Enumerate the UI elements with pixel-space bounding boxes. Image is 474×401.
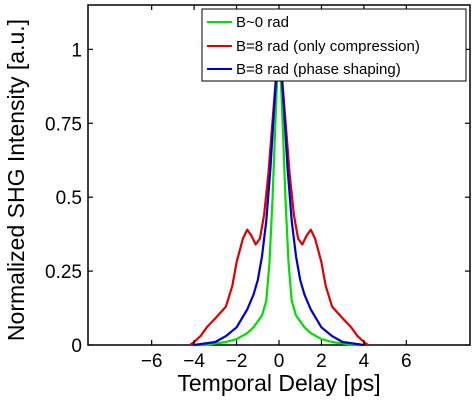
y-axis-label: Normalized SHG Intensity [a.u.] [3, 19, 29, 341]
y-axis-ticks: 0 0.25 0.5 0.75 1 [45, 40, 470, 357]
x-tick-label: −6 [141, 351, 163, 372]
x-tick-label: −2 [226, 351, 248, 372]
legend-box [201, 8, 467, 82]
x-tick-label: 6 [401, 351, 412, 372]
x-axis-label: Temporal Delay [ps] [177, 370, 380, 396]
y-tick-label: 0.75 [45, 114, 82, 135]
y-tick-label: 0.5 [56, 188, 82, 209]
x-tick-label: 0 [274, 351, 285, 372]
y-tick-label: 0 [71, 336, 82, 357]
x-tick-label: −4 [183, 351, 205, 372]
legend: B~0 rad B=8 rad (only compression) B=8 r… [201, 8, 467, 82]
x-tick-label: 4 [359, 351, 370, 372]
x-axis-ticks: −6 −4 −2 0 2 4 6 [141, 5, 412, 372]
y-tick-label: 0.25 [45, 262, 82, 283]
x-tick-label: 2 [316, 351, 327, 372]
legend-label-1: B~0 rad [236, 14, 289, 31]
y-tick-label: 1 [71, 40, 82, 61]
legend-label-2: B=8 rad (only compression) [236, 38, 420, 55]
legend-label-3: B=8 rad (phase shaping) [236, 61, 401, 78]
